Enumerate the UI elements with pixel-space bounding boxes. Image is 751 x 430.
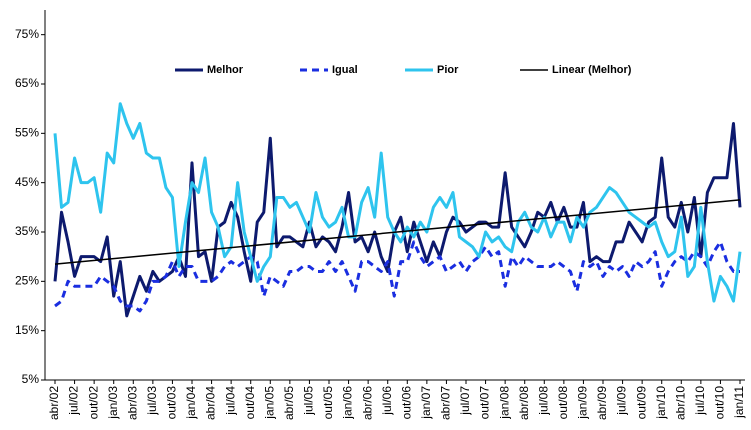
x-tick-label: out/06 xyxy=(399,386,413,420)
y-tick-label: 45% xyxy=(15,175,39,189)
x-tick-label: out/04 xyxy=(243,386,257,420)
x-tick-label: abr/07 xyxy=(439,386,453,420)
legend-label: Linear (Melhor) xyxy=(552,64,632,76)
series-line xyxy=(53,121,742,318)
x-tick-label: jul/02 xyxy=(67,386,81,416)
y-tick-label: 75% xyxy=(15,27,39,41)
x-tick-label: jul/09 xyxy=(615,386,629,416)
x-tick-label: jan/04 xyxy=(184,386,198,420)
x-tick-label: jul/06 xyxy=(380,386,394,416)
x-tick-label: jul/04 xyxy=(223,386,237,416)
x-tick-label: out/07 xyxy=(478,386,492,420)
y-tick-label: 5% xyxy=(22,372,40,386)
legend-label: Melhor xyxy=(207,64,244,76)
x-tick-label: jan/03 xyxy=(106,386,120,420)
x-tick-label: out/05 xyxy=(321,386,335,420)
y-tick-label: 55% xyxy=(15,126,39,140)
x-tick-label: out/10 xyxy=(713,386,727,420)
x-tick-label: abr/10 xyxy=(673,386,687,420)
y-tick-label: 35% xyxy=(15,224,39,238)
x-tick-label: jan/06 xyxy=(341,386,355,420)
x-tick-label: jan/11 xyxy=(732,386,746,419)
x-tick-label: jan/09 xyxy=(576,386,590,420)
trend-line xyxy=(54,199,741,265)
x-tick-label: out/02 xyxy=(86,386,100,420)
x-tick-label: abr/03 xyxy=(125,386,139,420)
legend-label: Pior xyxy=(437,64,459,76)
y-tick-label: 65% xyxy=(15,76,39,90)
x-tick-label: out/09 xyxy=(634,386,648,420)
x-tick-label: jan/07 xyxy=(419,386,433,420)
series-line xyxy=(53,102,742,303)
x-tick-label: abr/08 xyxy=(517,386,531,420)
series-line xyxy=(54,240,740,313)
legend-label: Igual xyxy=(332,64,358,76)
x-tick-label: abr/05 xyxy=(282,386,296,420)
x-tick-label: out/03 xyxy=(165,386,179,420)
y-tick-label: 15% xyxy=(15,323,39,337)
x-tick-label: jul/07 xyxy=(458,386,472,416)
x-tick-label: abr/02 xyxy=(47,386,61,420)
x-tick-label: jul/08 xyxy=(536,386,550,416)
x-tick-label: jul/03 xyxy=(145,386,159,416)
x-tick-label: jan/05 xyxy=(262,386,276,420)
x-tick-label: jul/05 xyxy=(302,386,316,416)
x-tick-label: abr/06 xyxy=(360,386,374,420)
y-tick-label: 25% xyxy=(15,274,39,288)
x-tick-label: jan/10 xyxy=(654,386,668,420)
x-tick-label: jul/10 xyxy=(693,386,707,416)
x-tick-label: abr/09 xyxy=(595,386,609,420)
x-tick-label: out/08 xyxy=(556,386,570,420)
x-tick-label: jan/08 xyxy=(497,386,511,420)
x-tick-label: abr/04 xyxy=(204,386,218,420)
